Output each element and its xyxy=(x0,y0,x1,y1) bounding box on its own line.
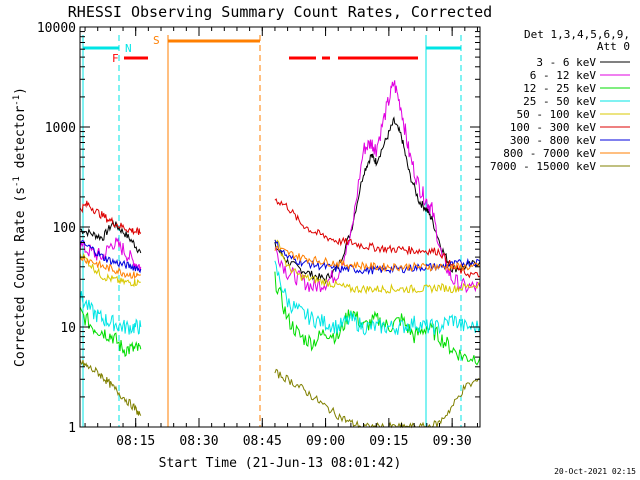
legend-header-line-2: Att 0 xyxy=(597,40,630,53)
x-axis-label: Start Time (21-Jun-13 08:01:42) xyxy=(159,456,402,471)
legend-label: 300 - 800 keV xyxy=(510,134,596,147)
y-tick-label: 1 xyxy=(68,421,76,436)
series-segment xyxy=(79,200,142,236)
x-tick-label: 09:30 xyxy=(433,434,472,449)
y-tick-label: 1000 xyxy=(45,121,76,136)
flare-flag-label: F xyxy=(112,52,119,65)
series-line xyxy=(79,198,481,279)
y-axis-ticks: 1 10 100 1000 10000 xyxy=(37,21,480,436)
series-line xyxy=(79,271,481,366)
series-segment xyxy=(79,291,142,335)
footer-timestamp: 20-Oct-2021 02:15 xyxy=(554,467,636,476)
series-segment xyxy=(79,359,142,416)
y-axis-label-mid: detector xyxy=(13,106,28,177)
series-line xyxy=(79,245,481,280)
legend-label: 3 - 6 keV xyxy=(536,56,596,69)
x-axis-ticks: 08:15 08:30 08:45 09:00 09:15 09:30 xyxy=(84,27,478,449)
legend-label: 6 - 12 keV xyxy=(530,69,597,82)
saa-flag-label: S xyxy=(153,34,160,47)
series-segment xyxy=(79,237,142,271)
legend-label: 50 - 100 keV xyxy=(517,108,597,121)
y-axis-label: Corrected Count Rate (s-1 detector-1) xyxy=(12,87,28,367)
x-tick-label: 09:15 xyxy=(369,434,408,449)
y-axis-label-sup: -1 xyxy=(12,176,22,187)
legend-label: 7000 - 15000 keV xyxy=(490,160,596,173)
series-segment xyxy=(79,252,141,288)
series-segment xyxy=(274,80,481,294)
x-tick-label: 08:30 xyxy=(179,434,218,449)
x-tick-label: 08:15 xyxy=(116,434,155,449)
legend-label: 12 - 25 keV xyxy=(523,82,596,95)
flag-bars: N S F xyxy=(82,34,462,427)
y-axis-label-main: Corrected Count Rate (s xyxy=(13,187,28,367)
legend-label: 800 - 7000 keV xyxy=(503,147,596,160)
series-segment xyxy=(79,306,142,358)
y-tick-label: 10 xyxy=(60,321,76,336)
series-line xyxy=(79,80,481,294)
legend-label: 100 - 300 keV xyxy=(510,121,596,134)
night-flag-label: N xyxy=(125,42,132,55)
series-segment xyxy=(274,271,481,366)
series-line xyxy=(79,260,481,336)
y-tick-label: 10000 xyxy=(37,21,76,36)
series-segment xyxy=(274,260,481,336)
y-axis-label-close: ) xyxy=(13,87,28,95)
y-axis-label-sup2: -1 xyxy=(12,95,22,106)
series-line xyxy=(79,239,481,295)
chart-title: RHESSI Observing Summary Count Rates, Co… xyxy=(68,3,492,21)
series-segment xyxy=(274,245,481,273)
series-segment xyxy=(79,255,141,280)
y-tick-label: 100 xyxy=(53,221,76,236)
series-segment xyxy=(274,239,481,295)
legend-header-line-1: Det 1,3,4,5,6,9, xyxy=(524,28,630,41)
x-tick-label: 08:45 xyxy=(243,434,282,449)
legend-label: 25 - 50 keV xyxy=(523,95,596,108)
series-segment xyxy=(274,198,481,279)
x-tick-label: 09:00 xyxy=(306,434,345,449)
series-segment xyxy=(79,240,142,274)
